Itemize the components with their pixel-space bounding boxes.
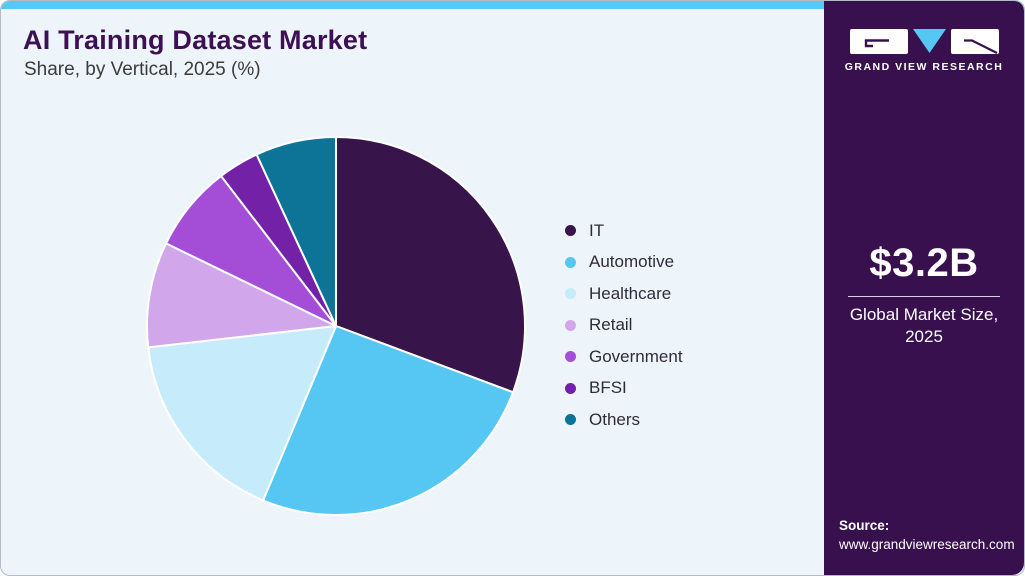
top-accent-bar — [1, 1, 1024, 9]
source-url[interactable]: www.grandviewresearch.com — [839, 537, 1015, 553]
gvr-logo-shapes — [849, 29, 999, 54]
legend-dot-icon — [565, 351, 576, 363]
legend-label: Healthcare — [589, 283, 672, 303]
legend-label: Retail — [589, 315, 633, 335]
logo-r-icon — [950, 29, 999, 54]
legend-item-bfsi[interactable]: BFSI — [565, 373, 683, 405]
legend-item-others[interactable]: Others — [565, 404, 683, 436]
market-size-value: $3.2B — [869, 241, 979, 285]
legend-item-retail[interactable]: Retail — [565, 310, 683, 342]
market-size-divider — [848, 296, 1000, 297]
legend-label: IT — [589, 220, 605, 240]
source-block: Source: www.grandviewresearch.com — [839, 517, 1015, 555]
pie-slice-healthcare[interactable] — [147, 325, 337, 502]
market-size-block: $3.2B Global Market Size, 2025 — [824, 241, 1024, 348]
legend-item-automotive[interactable]: Automotive — [565, 247, 683, 279]
logo-g-icon — [849, 29, 908, 54]
source-label: Source: — [839, 518, 890, 534]
page-subtitle: Share, by Vertical, 2025 (%) — [24, 59, 261, 80]
sidebar: GRAND VIEW RESEARCH $3.2B Global Market … — [824, 1, 1024, 575]
market-size-caption: Global Market Size, 2025 — [849, 305, 999, 347]
legend: IT Automotive Healthcare Retail Government BF… — [565, 215, 683, 436]
legend-dot-icon — [565, 414, 576, 426]
pie-chart — [146, 136, 527, 516]
pie-slice-retail[interactable] — [146, 242, 337, 349]
legend-item-healthcare[interactable]: Healthcare — [565, 278, 683, 310]
legend-dot-icon — [565, 288, 576, 300]
legend-dot-icon — [565, 382, 576, 394]
logo-v-triangle-icon — [912, 29, 946, 53]
brand-wordmark: GRAND VIEW RESEARCH — [844, 61, 1004, 73]
legend-item-government[interactable]: Government — [565, 341, 683, 373]
legend-dot-icon — [565, 256, 576, 268]
gvr-logo: GRAND VIEW RESEARCH — [824, 29, 1024, 73]
legend-dot-icon — [565, 225, 576, 237]
pie-slice-others[interactable] — [255, 136, 337, 327]
legend-label: Government — [589, 346, 683, 366]
legend-label: Automotive — [589, 252, 675, 272]
legend-label: Others — [589, 409, 641, 429]
legend-item-it[interactable]: IT — [565, 215, 683, 247]
legend-label: BFSI — [589, 378, 627, 398]
pie-slice-it[interactable] — [335, 136, 527, 394]
legend-dot-icon — [565, 319, 576, 331]
pie-slice-automotive[interactable] — [262, 325, 515, 516]
page-title: AI Training Dataset Market — [23, 25, 368, 55]
